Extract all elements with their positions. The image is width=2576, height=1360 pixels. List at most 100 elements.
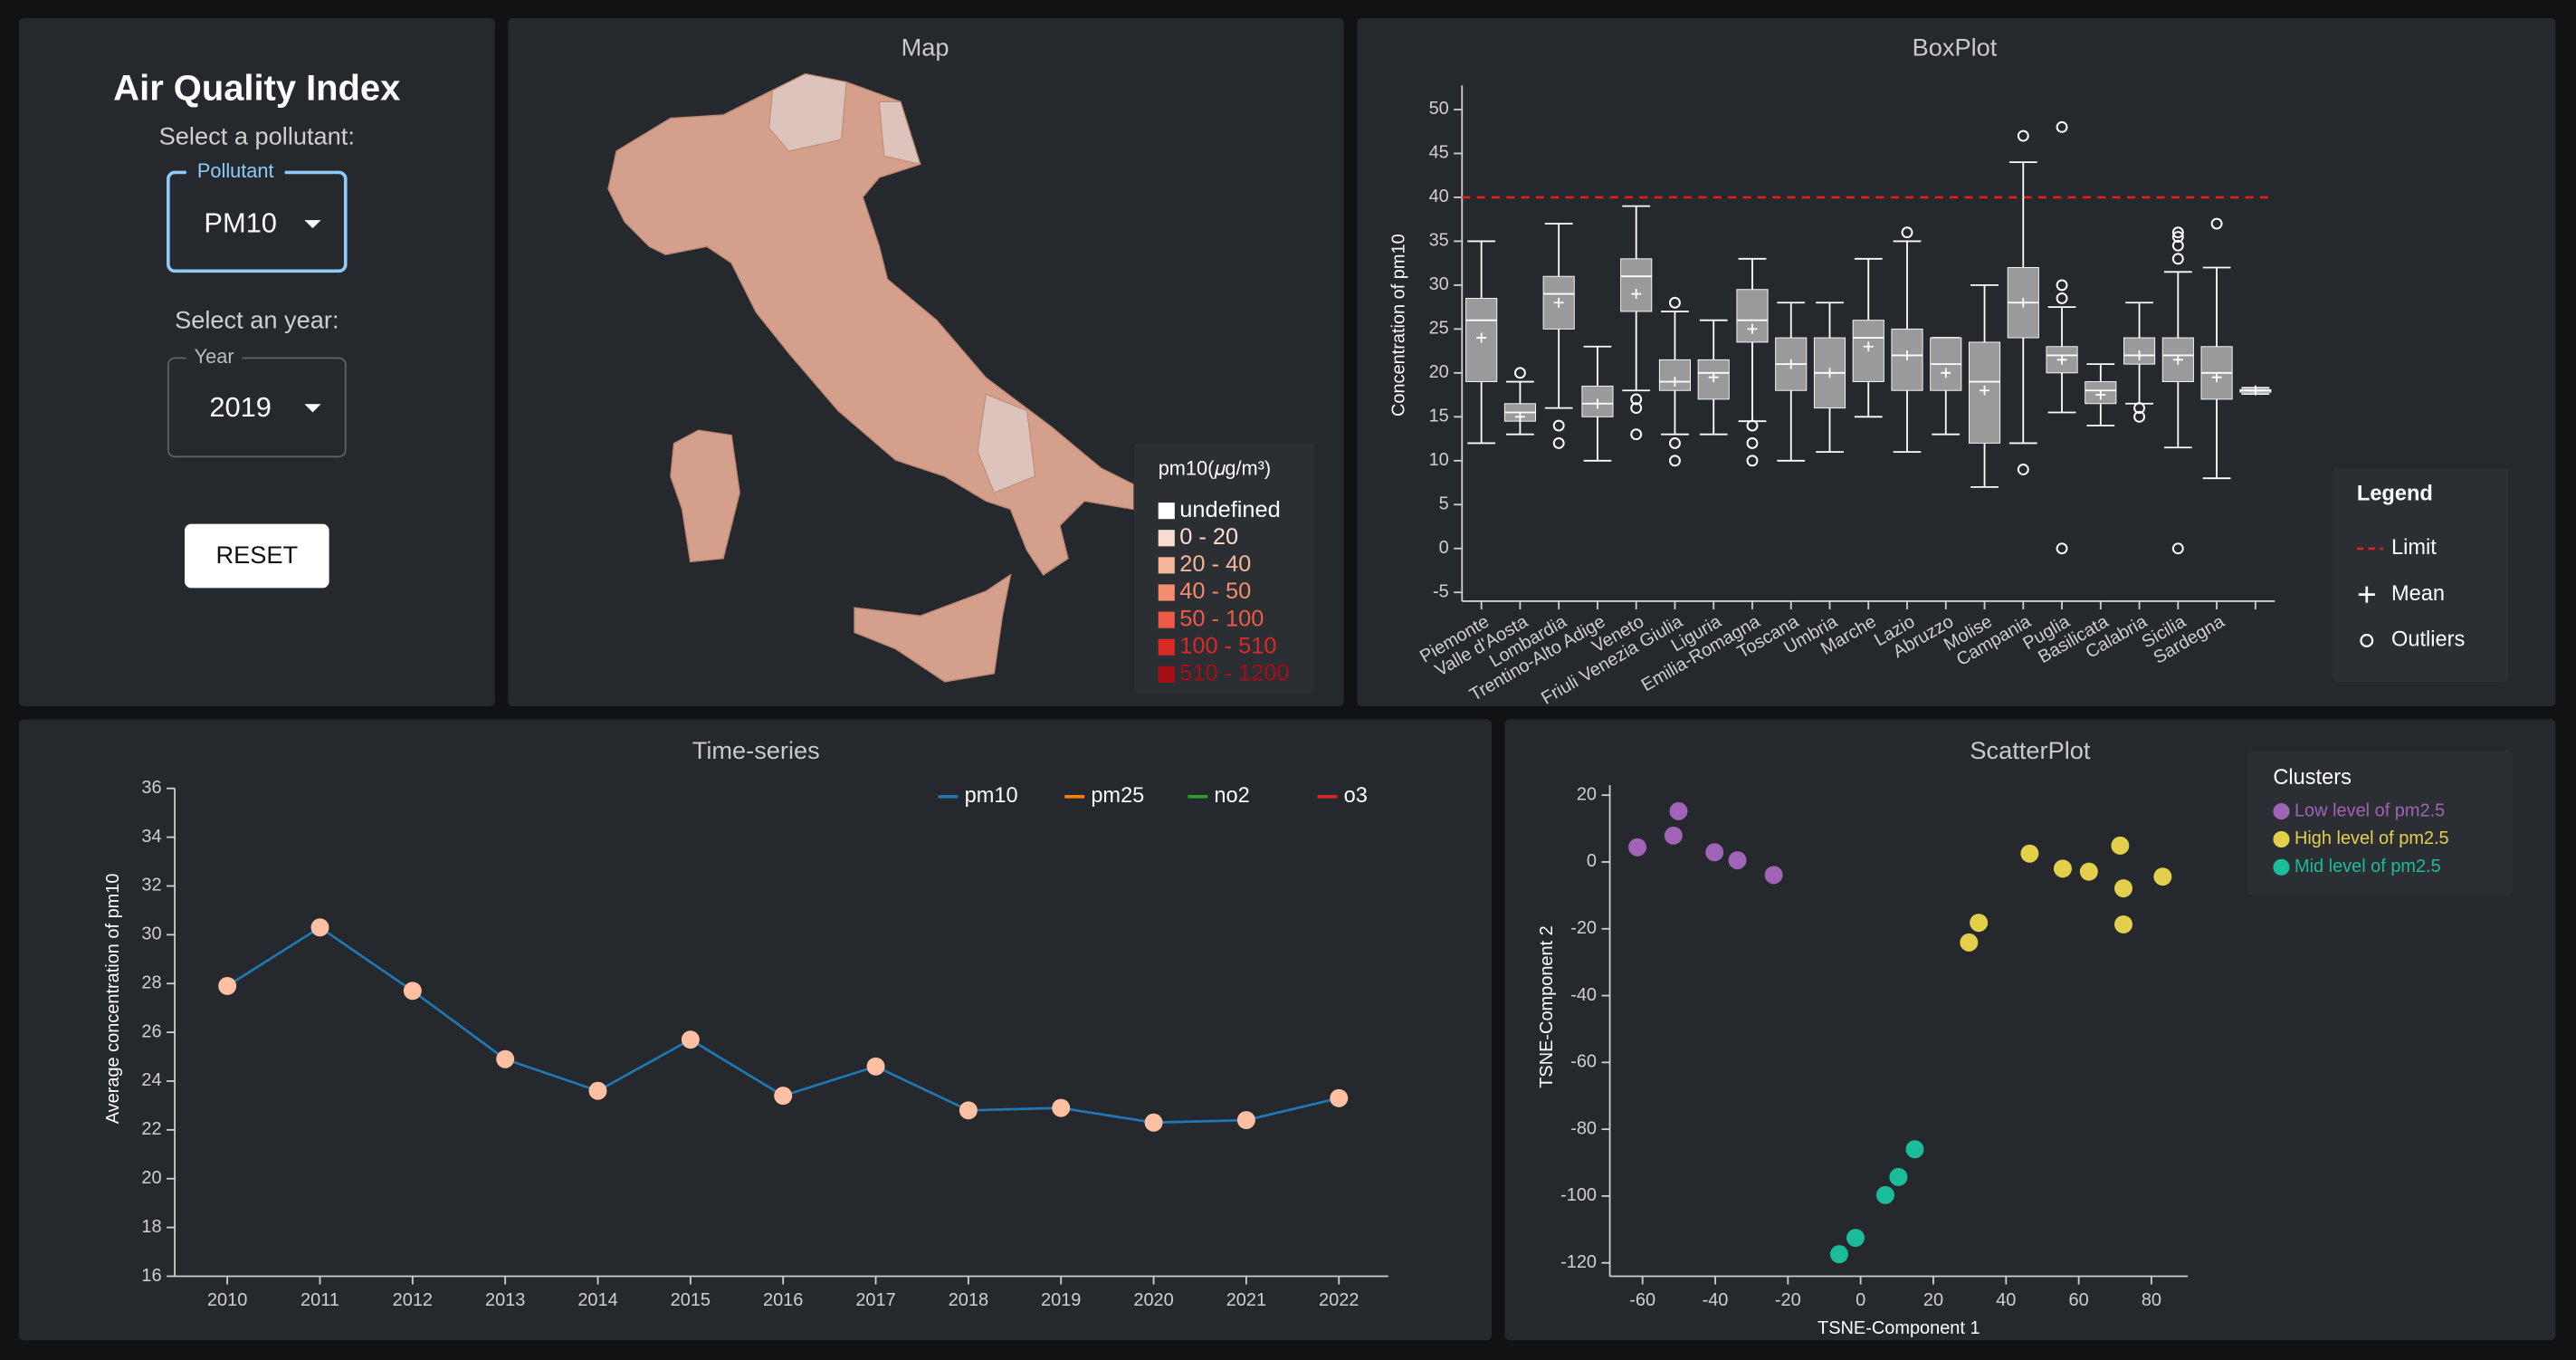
x-tick-label: 2019 — [1041, 1290, 1081, 1310]
caret — [304, 220, 321, 229]
outlier — [1669, 455, 1681, 467]
legend-label: 100 - 510 — [1179, 633, 1276, 658]
outlier — [2017, 464, 2029, 475]
y-tick-label: 26 — [141, 1021, 161, 1041]
select-value[interactable]: PM10 — [204, 207, 277, 239]
y-tick-label: -80 — [1570, 1118, 1597, 1138]
point — [218, 976, 237, 995]
legend-swatch — [1158, 638, 1175, 656]
y-tick-label: 18 — [141, 1217, 161, 1237]
button-label[interactable]: RESET — [215, 541, 298, 569]
mean — [2095, 389, 2106, 400]
x-tick-label: 2017 — [855, 1290, 895, 1310]
point — [866, 1057, 885, 1076]
legend-label: 40 - 50 — [1179, 579, 1251, 604]
select-value[interactable]: 2019 — [209, 391, 272, 423]
legend-label: pm25 — [1091, 783, 1144, 807]
timeseries: Time-series Average concentration of pm1… — [103, 736, 1388, 1310]
mean — [1670, 377, 1680, 387]
region-undefined[interactable] — [878, 101, 921, 166]
outlier — [2171, 253, 2184, 265]
label-bg — [186, 160, 285, 185]
y-tick-label: 15 — [1429, 407, 1449, 426]
legend-mean-icon — [2358, 586, 2375, 603]
box — [1658, 359, 1692, 391]
x-tick-label: 2011 — [301, 1290, 339, 1310]
outlier — [1630, 393, 1643, 406]
reset-button[interactable]: RESET — [184, 523, 329, 589]
outlier — [1669, 436, 1681, 449]
y-tick-label: 24 — [141, 1070, 161, 1090]
app-title: Air Quality Index — [113, 68, 400, 108]
button-bg[interactable] — [184, 523, 329, 589]
legend-label: Mean — [2391, 581, 2445, 605]
y-tick-label: 10 — [1429, 450, 1449, 470]
y-tick-label: -20 — [1570, 918, 1597, 938]
y-tick-label: 0 — [1439, 538, 1449, 558]
timeseries-panel — [18, 719, 1492, 1341]
year-prompt: Select an year: — [175, 306, 339, 334]
point — [403, 982, 422, 1001]
mean — [1825, 368, 1835, 378]
pollutant-select[interactable]: Pollutant PM10 — [167, 159, 348, 273]
y-tick-label: 36 — [141, 778, 161, 798]
outlier — [2133, 402, 2146, 415]
legend-label: 510 - 1200 — [1179, 661, 1289, 686]
region-undefined[interactable] — [768, 73, 847, 152]
sidebar-panel — [18, 17, 495, 707]
x-tick-label: 2012 — [393, 1290, 433, 1310]
mean — [1476, 332, 1487, 343]
panel-title: BoxPlot — [1913, 34, 1998, 62]
x-tick-label: 2022 — [1319, 1290, 1359, 1310]
sicily[interactable] — [854, 573, 1012, 683]
point — [1905, 1140, 1924, 1159]
mean — [2056, 354, 2067, 365]
point — [1970, 914, 1989, 933]
outlier — [2171, 542, 2184, 555]
y-axis-label: Average concentration of pm10 — [103, 874, 123, 1125]
mean — [2018, 297, 2028, 308]
y-tick-label: 5 — [1439, 494, 1449, 514]
mean — [1708, 372, 1719, 383]
legend-label: no2 — [1214, 783, 1249, 807]
select-box[interactable] — [167, 357, 347, 458]
outlier — [2171, 226, 2184, 239]
point — [681, 1030, 700, 1049]
x-tick-label: 20 — [1923, 1290, 1943, 1310]
point — [2053, 859, 2072, 878]
legend-marker — [2273, 830, 2290, 848]
year-select[interactable]: Year 2019 — [167, 345, 347, 458]
legend-label: Limit — [2391, 535, 2437, 559]
y-tick-label: 30 — [141, 924, 161, 944]
outlier — [2056, 279, 2068, 292]
outlier — [2171, 231, 2184, 244]
point — [774, 1087, 793, 1106]
point — [1829, 1245, 1848, 1264]
y-tick-label: 45 — [1429, 143, 1449, 163]
scatterplot: ScatterPlot TSNE-Component 1 TSNE-Compon… — [1537, 736, 2514, 1338]
legend-outlier-icon — [2360, 634, 2374, 647]
point — [1728, 851, 1747, 870]
region-undefined[interactable] — [977, 393, 1036, 493]
point — [2114, 915, 2132, 934]
box — [1620, 258, 1653, 312]
point — [2114, 879, 2132, 898]
mean — [1592, 398, 1603, 409]
point — [959, 1101, 978, 1120]
label-bg — [186, 346, 243, 370]
mean — [1553, 297, 1564, 308]
map-legend-box — [1133, 443, 1315, 694]
legend-label: 20 - 40 — [1179, 551, 1251, 577]
point — [496, 1049, 515, 1068]
outlier — [2056, 542, 2068, 555]
sardinia[interactable] — [670, 429, 740, 563]
mean — [1980, 385, 1989, 396]
panel-title: Map — [902, 34, 949, 62]
point — [1236, 1111, 1255, 1130]
x-tick-label: 0 — [1856, 1290, 1865, 1310]
outlier — [1746, 455, 1759, 467]
legend-label: Outliers — [2391, 627, 2465, 651]
outlier — [2017, 129, 2029, 142]
mean — [1863, 341, 1874, 352]
